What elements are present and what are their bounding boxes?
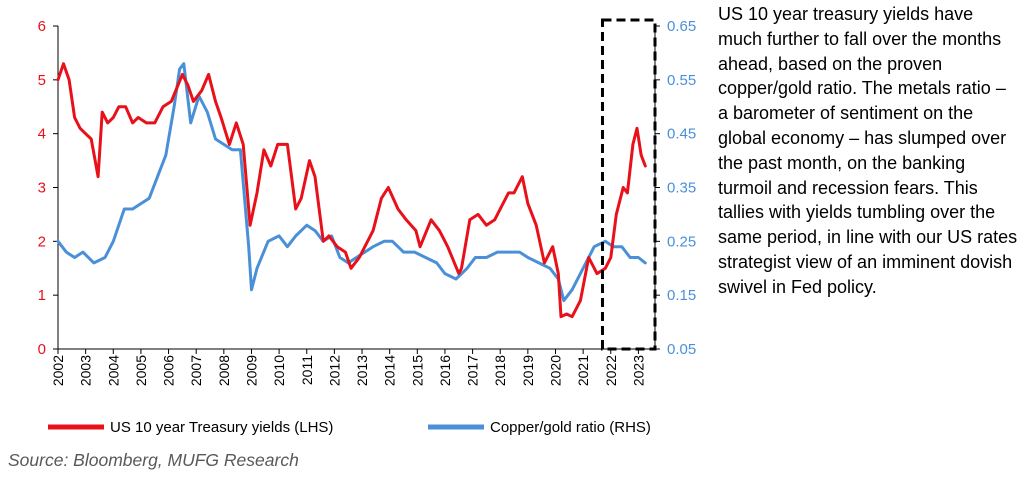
left-tick-label: 3 <box>38 180 46 197</box>
treasury-yields-line <box>56 62 647 319</box>
x-tick-label: 2021 <box>575 355 591 386</box>
right-tick-label: 0.35 <box>667 180 696 197</box>
x-tick-label: 2007 <box>188 355 204 386</box>
x-tick-label: 2006 <box>161 355 177 386</box>
legend-label-yields: US 10 year Treasury yields (LHS) <box>110 419 333 436</box>
right-tick-label: 0.45 <box>667 126 696 143</box>
source-note: Source: Bloomberg, MUFG Research <box>8 450 299 470</box>
x-tick-label: 2017 <box>465 355 481 386</box>
right-tick-label: 0.65 <box>667 18 696 35</box>
commentary-text: US 10 year treasury yields have much fur… <box>718 4 1018 297</box>
right-tick-label: 0.55 <box>667 72 696 89</box>
x-tick-label: 2009 <box>243 355 259 386</box>
x-tick-label: 2012 <box>326 355 342 386</box>
copper-gold-ratio-line <box>56 62 647 303</box>
left-tick-label: 1 <box>38 287 46 304</box>
chart: 0 1 2 3 4 5 6 0.05 0.15 0.25 0.35 0.45 0.55 0.65 200… <box>38 18 697 436</box>
x-tick-label: 2016 <box>437 355 453 386</box>
x-tick-label: 2005 <box>133 355 149 386</box>
x-tick-label: 2019 <box>520 355 536 386</box>
x-tick-label: 2023 <box>630 355 646 386</box>
highlight-box <box>600 18 657 351</box>
x-tick-label: 2002 <box>50 355 66 386</box>
left-tick-label: 4 <box>38 126 46 143</box>
x-tick-label: 2015 <box>409 355 425 386</box>
x-tick-label: 2008 <box>216 355 232 386</box>
right-tick-label: 0.15 <box>667 287 696 304</box>
chart-legend: US 10 year Treasury yields (LHS) Copper/… <box>48 419 651 436</box>
right-axis-ticks: 0.05 0.15 0.25 0.35 0.45 0.55 0.65 <box>655 18 696 358</box>
left-tick-label: 5 <box>38 72 46 89</box>
left-tick-label: 0 <box>38 341 46 358</box>
x-tick-label: 2018 <box>492 355 508 386</box>
x-axis-ticks: 2002 2003 2004 2005 2006 2007 2008 2009 2010 2011… <box>50 349 646 386</box>
left-tick-label: 6 <box>38 18 46 35</box>
left-tick-label: 2 <box>38 233 46 250</box>
x-tick-label: 2022 <box>603 355 619 386</box>
right-tick-label: 0.25 <box>667 233 696 250</box>
x-tick-label: 2020 <box>548 355 564 386</box>
x-tick-label: 2014 <box>382 355 398 386</box>
right-tick-label: 0.05 <box>667 341 696 358</box>
x-tick-label: 2010 <box>271 355 287 386</box>
left-axis-ticks: 0 1 2 3 4 5 6 <box>38 18 58 358</box>
x-tick-label: 2004 <box>105 355 121 386</box>
x-tick-label: 2003 <box>78 355 94 386</box>
x-tick-label: 2011 <box>299 355 315 385</box>
legend-label-ratio: Copper/gold ratio (RHS) <box>490 419 651 436</box>
x-tick-label: 2013 <box>354 355 370 386</box>
